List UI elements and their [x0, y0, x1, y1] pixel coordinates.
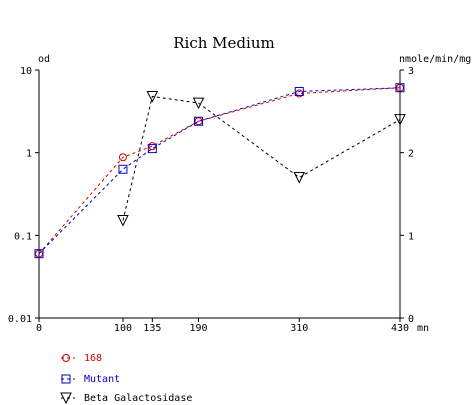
series-1-point	[395, 83, 405, 93]
legend-marker	[62, 354, 70, 362]
left-axis-label: od	[38, 54, 50, 65]
left-tick-label: 1	[26, 149, 32, 160]
series-1-point	[194, 116, 204, 126]
series-2-point	[146, 90, 159, 103]
left-tick-label: 10	[20, 66, 32, 77]
series-1-point	[118, 164, 128, 174]
left-tick-label: 0.01	[8, 314, 32, 325]
x-tick-label: 430	[391, 323, 409, 334]
legend-entry-label: Beta Galactosidase	[84, 393, 192, 404]
right-tick-label: 0	[408, 314, 414, 325]
legend-marker	[60, 392, 72, 405]
series-1-point	[34, 249, 44, 259]
series-line-0	[38, 87, 401, 255]
right-tick-label: 2	[408, 149, 414, 160]
series-2-point	[117, 214, 129, 227]
right-axis-label: nmole/min/mg	[399, 54, 471, 65]
series-1-point	[294, 86, 304, 96]
legend-marker	[61, 374, 71, 384]
chart-title: Rich Medium	[173, 34, 274, 52]
series-2-point	[192, 97, 205, 110]
x-tick-label: 135	[143, 323, 161, 334]
x-tick-label: 190	[189, 323, 207, 334]
series-1-point	[147, 144, 157, 154]
series-line-2	[122, 95, 401, 221]
series-line-1	[38, 87, 401, 255]
x-tick-label: 0	[36, 323, 42, 334]
right-tick-label: 1	[408, 231, 414, 242]
legend-entry-label: Mutant	[84, 374, 120, 385]
x-tick-label: 100	[114, 323, 132, 334]
left-tick-label: 0.1	[14, 231, 32, 242]
x-tick-label: 310	[290, 323, 308, 334]
series-2-point	[394, 114, 406, 126]
series-0-point	[148, 142, 157, 151]
series-0-point	[118, 153, 127, 162]
legend-entry-label: 168	[84, 353, 102, 364]
x-axis-unit: mn	[417, 323, 429, 334]
series-2-point	[293, 171, 306, 184]
right-tick-label: 3	[408, 66, 414, 77]
